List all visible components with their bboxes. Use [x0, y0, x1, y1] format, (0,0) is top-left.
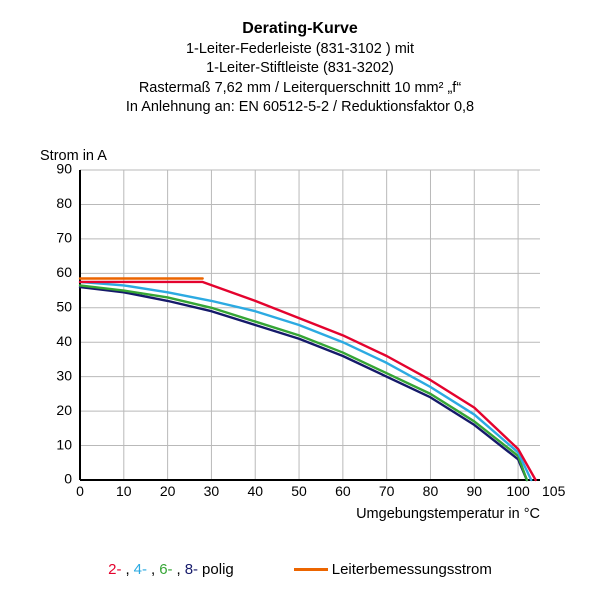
svg-text:10: 10 [116, 483, 132, 499]
svg-text:40: 40 [247, 483, 263, 499]
svg-text:80: 80 [56, 195, 72, 211]
plot-area: 0102030405060708090010203040506070809010… [80, 170, 540, 480]
legend-8polig: 8- [185, 561, 198, 578]
legend-sep-3: , [177, 561, 181, 578]
x-axis-title: Umgebungstemperatur in °C [356, 506, 540, 522]
legend-rating-label: Leiterbemessungsstrom [332, 561, 492, 578]
chart-subtitle-2: 1-Leiter-Stiftleiste (831-3202) [0, 59, 600, 79]
legend-rating: Leiterbemessungsstrom [294, 561, 492, 578]
legend-sep-2: , [151, 561, 155, 578]
svg-text:20: 20 [160, 483, 176, 499]
legend-polig: 2-, 4-, 6-, 8- polig [108, 561, 234, 578]
svg-text:100: 100 [506, 483, 530, 499]
legend-6polig: 6- [159, 561, 172, 578]
svg-text:80: 80 [423, 483, 439, 499]
rating-swatch-icon [294, 568, 328, 571]
legend-2polig: 2- [108, 561, 121, 578]
chart-title: Derating-Kurve [0, 18, 600, 40]
svg-text:0: 0 [76, 483, 84, 499]
chart-subtitle-1: 1-Leiter-Federleiste (831-3102 ) mit [0, 40, 600, 60]
svg-text:60: 60 [56, 264, 72, 280]
svg-text:70: 70 [379, 483, 395, 499]
legend-4polig: 4- [134, 561, 147, 578]
svg-text:50: 50 [291, 483, 307, 499]
svg-text:60: 60 [335, 483, 351, 499]
svg-text:40: 40 [56, 333, 72, 349]
svg-text:0: 0 [64, 471, 72, 487]
y-axis-title: Strom in A [40, 148, 107, 164]
svg-text:30: 30 [204, 483, 220, 499]
svg-text:50: 50 [56, 298, 72, 314]
svg-text:90: 90 [56, 161, 72, 177]
chart-subtitle-3: Rastermaß 7,62 mm / Leiterquerschnitt 10… [0, 79, 600, 99]
svg-text:10: 10 [56, 436, 72, 452]
legend: 2-, 4-, 6-, 8- polig Leiterbemessungsstr… [0, 561, 600, 578]
svg-text:70: 70 [56, 230, 72, 246]
chart-subtitle-4: In Anlehnung an: EN 60512-5-2 / Reduktio… [0, 98, 600, 118]
legend-polig-suffix: polig [202, 561, 234, 578]
svg-text:30: 30 [56, 367, 72, 383]
svg-text:105: 105 [542, 483, 566, 499]
svg-text:20: 20 [56, 402, 72, 418]
legend-sep-1: , [126, 561, 130, 578]
derating-chart: 0102030405060708090010203040506070809010… [80, 170, 540, 480]
svg-text:90: 90 [466, 483, 482, 499]
chart-header: Derating-Kurve 1-Leiter-Federleiste (831… [0, 0, 600, 118]
